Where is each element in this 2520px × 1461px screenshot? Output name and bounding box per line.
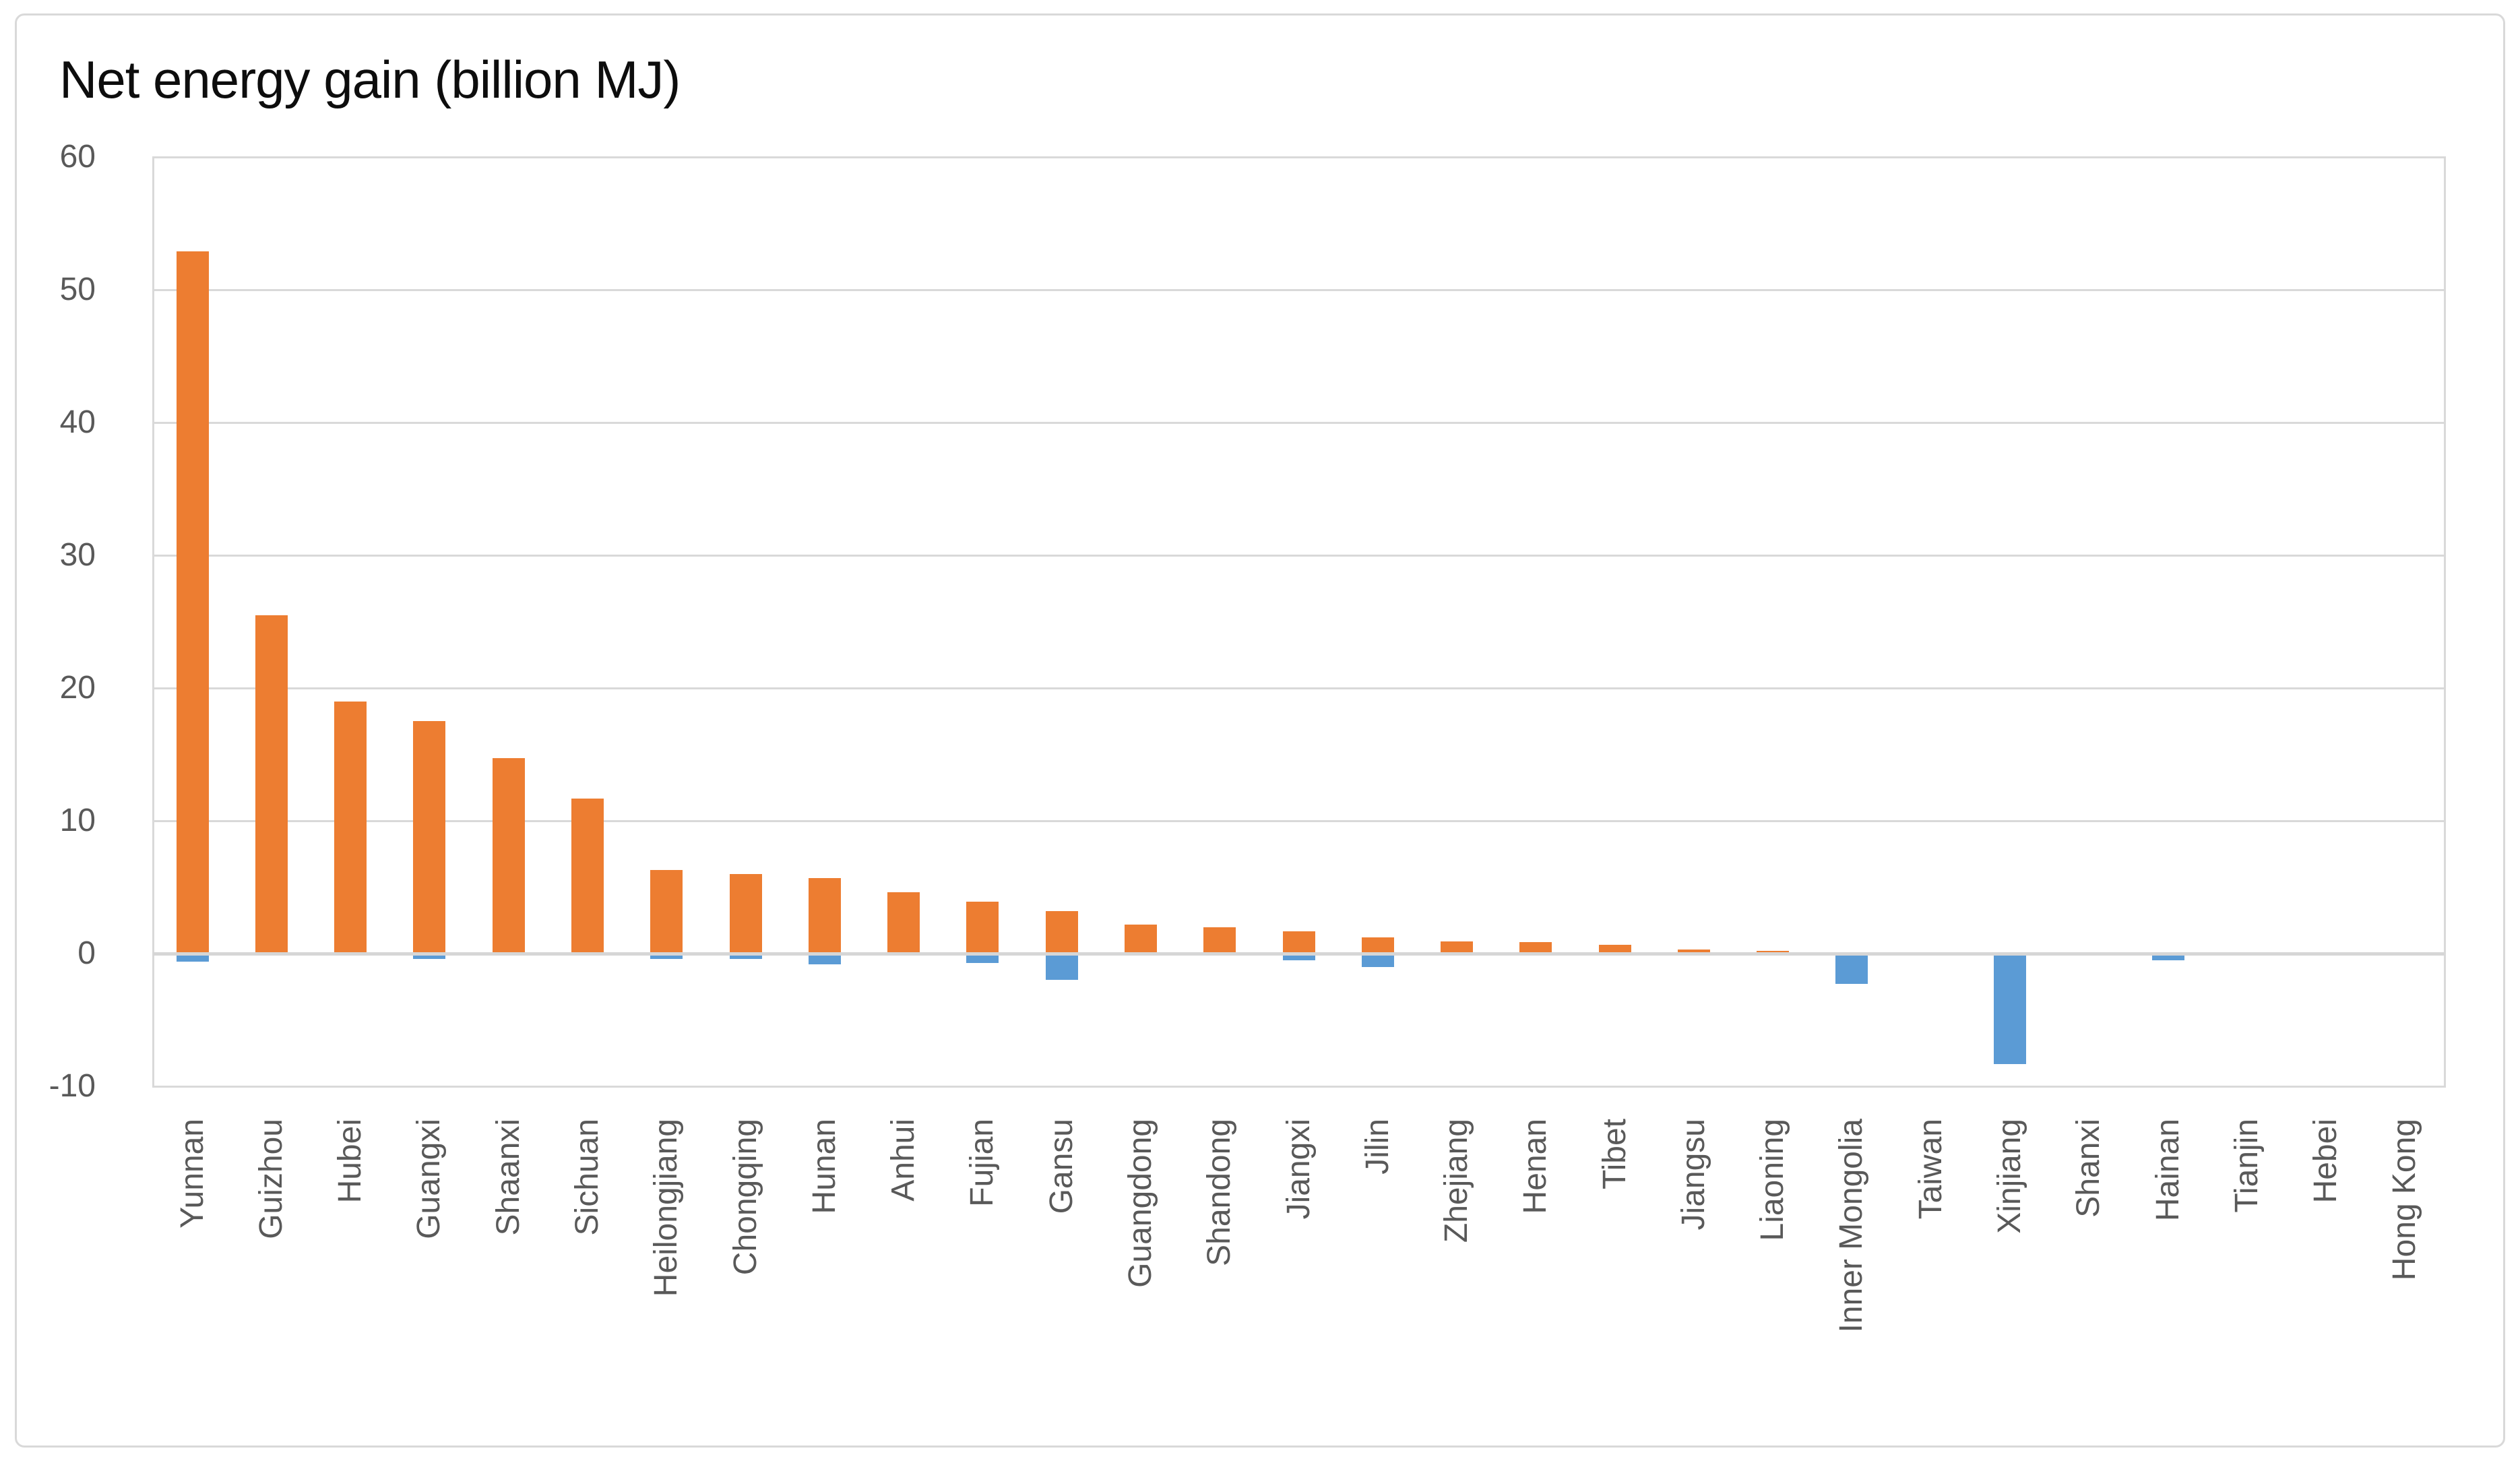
- blue-bar-fujian: [966, 954, 999, 963]
- orange-bar-yunnan: [176, 251, 209, 954]
- gridline-y-30: [153, 554, 2445, 557]
- plot-border-right: [2443, 156, 2446, 1088]
- x-axis-category-label: Chongqing: [727, 1119, 763, 1276]
- x-axis-category-label: Yunnan: [174, 1119, 210, 1229]
- x-axis-category-label: Shanxi: [2071, 1119, 2107, 1218]
- x-axis-category-label: Hainan: [2149, 1119, 2186, 1222]
- x-axis-category-label: Hong Kong: [2387, 1119, 2423, 1281]
- x-axis-category-label: Xinjiang: [1991, 1119, 2027, 1234]
- orange-bar-chongqing: [729, 873, 762, 954]
- blue-bar-heilongjiang: [650, 954, 683, 959]
- gridline-y-60: [153, 156, 2445, 158]
- orange-bar-jiangsu: [1677, 950, 1710, 954]
- orange-bar-guangxi: [413, 721, 446, 954]
- orange-bar-jiangxi: [1282, 931, 1315, 954]
- x-axis-category-label: Tibet: [1596, 1119, 1633, 1189]
- orange-bar-shandong: [1203, 927, 1236, 954]
- x-axis-category-label: Liaoning: [1755, 1119, 1791, 1241]
- orange-bar-anhui: [887, 892, 920, 954]
- orange-bar-sichuan: [571, 798, 604, 954]
- x-axis-category-label: Guangdong: [1122, 1119, 1158, 1288]
- x-axis-category-label: Taiwan: [1912, 1119, 1949, 1220]
- orange-bar-zhejiang: [1441, 941, 1474, 954]
- orange-bar-fujian: [966, 902, 999, 954]
- y-axis-tick-label: 50: [59, 272, 96, 307]
- x-axis-category-label: Guangxi: [411, 1119, 447, 1239]
- orange-bar-henan: [1519, 942, 1552, 954]
- x-axis-category-label: Hunan: [806, 1119, 842, 1214]
- x-axis-category-label: Inner Mongolia: [1833, 1119, 1870, 1333]
- orange-bar-shaanxi: [492, 758, 525, 954]
- x-axis-zero-line: [153, 952, 2445, 956]
- x-axis-category-label: Hubei: [332, 1119, 369, 1204]
- orange-bar-gansu: [1045, 910, 1078, 954]
- blue-bar-hunan: [808, 954, 841, 964]
- gridline-y-10: [153, 819, 2445, 822]
- y-axis-tick-label: -10: [49, 1068, 96, 1104]
- plot-border-left: [152, 156, 154, 1088]
- x-axis-category-label: Zhejiang: [1439, 1119, 1475, 1243]
- x-axis-category-label: Henan: [1517, 1119, 1554, 1214]
- y-axis-tick-label: 0: [77, 935, 96, 971]
- x-axis-category-label: Jilin: [1359, 1119, 1395, 1175]
- x-axis-category-label: Jiangxi: [1280, 1119, 1317, 1220]
- blue-bar-chongqing: [729, 954, 762, 959]
- blue-bar-guangxi: [413, 954, 446, 959]
- blue-bar-hainan: [2151, 954, 2184, 960]
- x-axis-category-label: Guizhou: [253, 1119, 289, 1239]
- blue-bar-jiangxi: [1282, 954, 1315, 960]
- blue-bar-yunnan: [176, 954, 209, 962]
- gridline-y-50: [153, 288, 2445, 291]
- orange-bar-hunan: [808, 877, 841, 954]
- blue-bar-inner-mongolia: [1835, 954, 1868, 985]
- x-axis-category-label: Tianjin: [2228, 1119, 2265, 1213]
- y-axis-tick-label: 20: [59, 670, 96, 706]
- blue-bar-gansu: [1045, 954, 1078, 981]
- gridline-y--10: [153, 1085, 2445, 1088]
- orange-bar-guizhou: [255, 615, 288, 954]
- y-axis-tick-label: 40: [59, 404, 96, 440]
- orange-bar-guangdong: [1124, 924, 1157, 954]
- y-axis-tick-label: 10: [59, 803, 96, 838]
- y-axis-tick-label: 30: [59, 537, 96, 573]
- orange-bar-heilongjiang: [650, 869, 683, 954]
- x-axis-category-label: Shandong: [1201, 1119, 1238, 1266]
- x-axis-category-label: Sichuan: [569, 1119, 606, 1236]
- x-axis-category-label: Jiangsu: [1675, 1119, 1711, 1231]
- x-axis-category-label: Heilongjiang: [648, 1119, 685, 1297]
- orange-bar-jilin: [1361, 937, 1394, 954]
- x-axis-category-label: Hebei: [2308, 1119, 2344, 1204]
- orange-bar-hubei: [334, 701, 367, 954]
- blue-bar-xinjiang: [1993, 954, 2026, 1064]
- x-axis-category-label: Shaanxi: [490, 1119, 526, 1236]
- blue-bar-jilin: [1361, 954, 1394, 967]
- x-axis-category-label: Gansu: [1043, 1119, 1079, 1214]
- chart-title: Net energy gain (billion MJ): [59, 50, 681, 109]
- x-axis-category-label: Anhui: [885, 1119, 922, 1202]
- orange-bar-tibet: [1598, 945, 1631, 954]
- x-axis-category-label: Fujian: [964, 1119, 1001, 1207]
- y-axis-tick-label: 60: [59, 139, 96, 175]
- gridline-y-40: [153, 421, 2445, 424]
- gridline-y-20: [153, 687, 2445, 689]
